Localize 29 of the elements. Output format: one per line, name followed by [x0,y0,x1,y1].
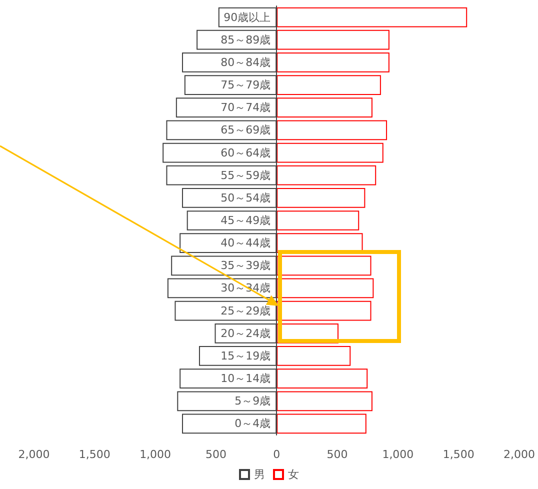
y-tick-label: 50～54歳 [220,191,271,204]
y-tick-label: 40～44歳 [220,236,271,250]
y-tick-label: 90歳以上 [224,10,271,24]
y-tick-label: 15～19歳 [220,349,271,362]
y-tick-label: 60～64歳 [220,146,271,160]
y-tick-label: 85～89歳 [220,33,271,46]
x-tick-label: 500 [205,448,226,461]
x-tick-label: 1,000 [382,448,414,461]
y-tick-label: 0～4歳 [234,417,271,430]
x-tick-label: 2,000 [504,448,536,461]
y-tick-label: 35～39歳 [220,259,271,272]
y-tick-label: 10～14歳 [220,372,271,386]
x-tick-label: 0 [273,448,280,461]
y-tick-label: 75～79歳 [220,78,271,92]
legend-label: 女 [288,468,299,481]
x-tick-label: 500 [326,448,348,461]
y-tick-label: 25～29歳 [220,304,271,318]
y-tick-label: 20～24歳 [220,326,271,340]
x-tick-label: 1,000 [140,448,172,461]
y-tick-label: 70～74歳 [220,101,271,114]
y-tick-label: 80～84歳 [220,56,271,69]
x-tick-label: 1,500 [78,448,110,461]
x-tick-label: 1,500 [442,448,474,461]
y-tick-label: 45～49歳 [220,214,271,227]
y-tick-label: 65～69歳 [220,124,271,137]
y-tick-label: 55～59歳 [220,168,271,182]
x-tick-label: 2,000 [18,448,50,461]
y-tick-label: 5～9歳 [234,394,271,408]
legend-label: 男 [254,468,265,481]
